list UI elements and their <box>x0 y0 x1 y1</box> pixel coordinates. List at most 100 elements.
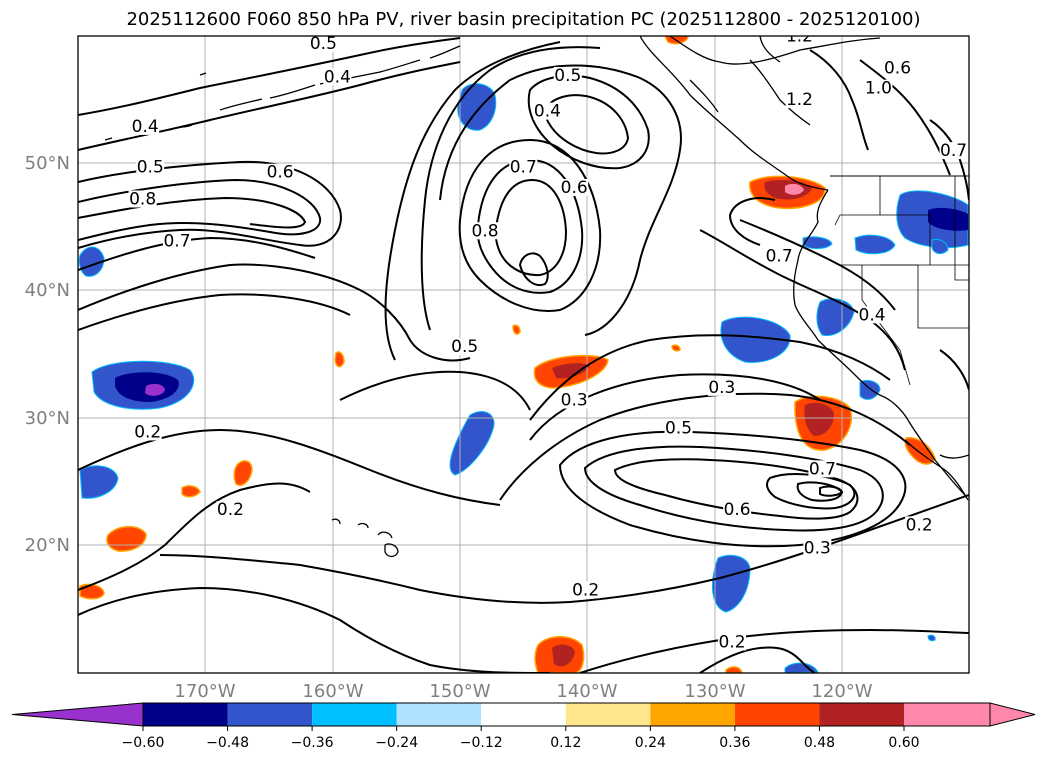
colorbar-box <box>904 703 990 726</box>
precip-patch-negative <box>802 236 833 250</box>
precip-patch-negative <box>78 246 105 277</box>
precip-patch-negative <box>712 554 751 613</box>
contour-label-background <box>509 158 538 176</box>
precip-patch-negative <box>931 239 949 255</box>
contour-label: 0.3 <box>708 378 735 398</box>
lat-tick-label: 20°N <box>25 535 70 556</box>
contour-label: 0.7 <box>510 158 537 178</box>
precip-patch-negative <box>457 83 497 131</box>
contour-label-background <box>560 179 589 197</box>
contour-label: 0.8 <box>129 189 156 209</box>
contour-labels: 0.5 1.20.4 0.51.21.00.60.40.40.70.5 0.6 0.70… <box>128 34 968 652</box>
precip-patch-positive <box>725 666 743 673</box>
colorbar-box <box>143 703 228 726</box>
lat-tick-label: 50°N <box>25 153 70 174</box>
contour-label-background <box>162 232 191 250</box>
lon-tick-label: 140°W <box>556 681 617 702</box>
contour-label-background <box>216 501 245 519</box>
contour-label-background <box>131 117 160 135</box>
colorbar-tick-label: −0.60 <box>122 735 165 751</box>
contour-label: 0.2 <box>572 580 599 600</box>
map-title: 2025112600 F060 850 hPa PV, river basin … <box>126 9 921 30</box>
contour-label-background <box>803 539 832 557</box>
precip-patch-negative <box>816 298 855 337</box>
colorbar-tick-label: −0.12 <box>460 735 503 751</box>
colorbar-box <box>819 703 904 726</box>
contour-label: 0.2 <box>217 500 244 520</box>
contour-label-background <box>128 190 157 208</box>
colorbar-outline <box>142 702 991 727</box>
pv-contours <box>78 37 969 673</box>
contour-label: 0.6 <box>724 500 751 520</box>
colorbar-tick-label: −0.36 <box>291 735 334 751</box>
precip-patch-positive <box>804 402 834 436</box>
precip-patch-positive <box>512 324 521 335</box>
lon-tick-label: 120°W <box>811 681 872 702</box>
contour-label: 0.8 <box>472 221 499 241</box>
precip-patch-negative <box>449 411 495 476</box>
contour-label: 1.2 <box>786 90 813 110</box>
contour-label-background <box>785 91 814 109</box>
contour-label: 0.5 <box>665 419 692 439</box>
contour-label-background <box>718 633 747 651</box>
contour-label: 0.4 <box>132 117 159 137</box>
contour-label: 0.5 <box>310 34 337 54</box>
contour-label: 1.0 <box>865 79 892 99</box>
precip-patch-negative <box>145 383 165 396</box>
contour-label-background <box>266 163 295 181</box>
colorbar-box <box>481 703 566 726</box>
precip-patch-positive <box>671 344 681 352</box>
colorbar-box <box>650 703 735 726</box>
colorbar-tick-label: −0.24 <box>375 735 418 751</box>
lon-tick-label: 160°W <box>302 681 363 702</box>
precip-patch-positive <box>552 644 575 667</box>
contour-label-background <box>133 423 162 441</box>
contour-label-background <box>785 36 814 45</box>
precip-patch-negative <box>854 234 896 255</box>
precip-patch-positive <box>233 460 253 486</box>
contour-label-background <box>560 391 589 409</box>
precip-patch-positive <box>181 485 201 498</box>
contour-label: 0.5 <box>554 66 581 86</box>
contour-label-background <box>723 501 752 519</box>
contour-label-background <box>136 158 165 176</box>
contour-label: 0.2 <box>718 632 745 652</box>
colorbar-tick-label: 0.12 <box>550 735 581 751</box>
precip-patch-positive <box>334 351 345 368</box>
lat-tick-label: 40°N <box>25 280 70 301</box>
contour-label-background <box>939 142 968 160</box>
contour-label-background <box>471 222 500 240</box>
colorbar-tick-label: 0.24 <box>635 735 666 751</box>
contour-label-background <box>905 516 934 534</box>
colorbar-box <box>734 703 820 726</box>
contour-label-background <box>707 378 736 396</box>
contour-label-background <box>533 102 562 120</box>
contour-label: 0.5 <box>451 337 478 357</box>
longitude-labels: 170°W 160°W 150°W 140°W 130°W 120°W <box>174 681 872 702</box>
contour-label: 0.2 <box>906 515 933 535</box>
contour-label-background <box>309 36 338 53</box>
contour-label: 0.6 <box>267 163 294 183</box>
colorbar-tick-label: −0.48 <box>206 735 249 751</box>
colorbar-tick-label: 0.60 <box>888 735 919 751</box>
lon-tick-label: 130°W <box>684 681 745 702</box>
contour-label-background <box>808 460 837 478</box>
contour-label: 0.7 <box>809 459 836 479</box>
coastlines <box>104 36 969 558</box>
colorbar-box <box>396 703 482 726</box>
lat-tick-label: 30°N <box>25 408 70 429</box>
precip-patch-negative <box>927 634 936 642</box>
colorbar-extend-max <box>989 702 1036 727</box>
contour-label: 0.2 <box>134 422 161 442</box>
contour-label-background <box>765 247 794 265</box>
latitude-labels: 50°N 40°N 30°N 20°N <box>25 153 70 556</box>
colorbar-tick-label: 0.36 <box>719 735 750 751</box>
contour-label-background <box>571 581 600 599</box>
colorbar-box <box>227 703 313 726</box>
contour-label: 0.7 <box>940 141 967 161</box>
lon-tick-label: 150°W <box>429 681 490 702</box>
contour-label: 0.6 <box>561 178 588 198</box>
contour-label: 0.4 <box>534 102 561 122</box>
contour-label: 0.3 <box>561 391 588 411</box>
